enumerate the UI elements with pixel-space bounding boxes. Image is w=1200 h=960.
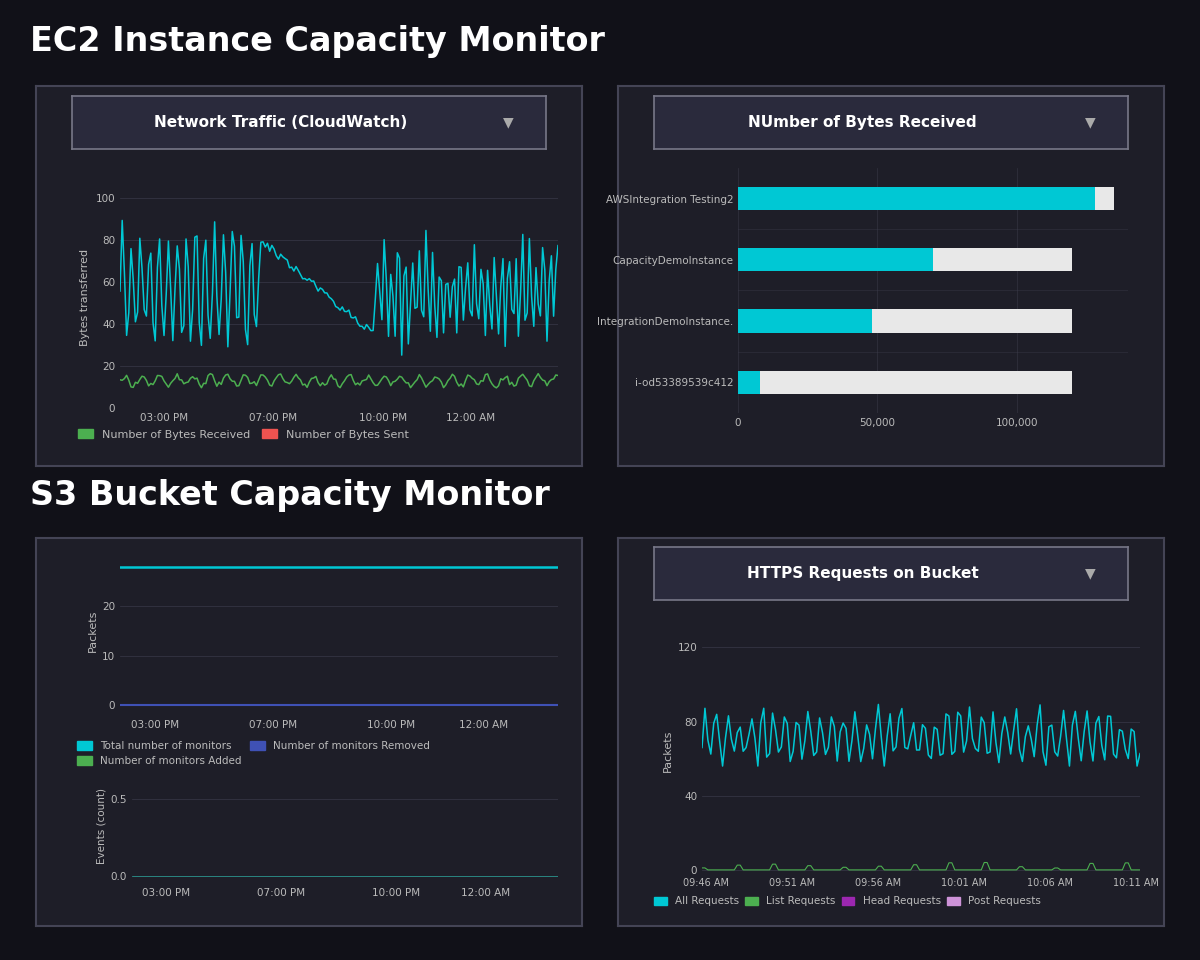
Bar: [1094, 187, 1114, 210]
Text: ▼: ▼: [1085, 115, 1096, 130]
Text: NUmber of Bytes Received: NUmber of Bytes Received: [749, 115, 977, 130]
Bar: [934, 249, 1073, 272]
Bar: [738, 309, 871, 332]
Y-axis label: Bytes transferred: Bytes transferred: [80, 249, 90, 347]
Y-axis label: Packets: Packets: [88, 610, 98, 653]
Text: ▼: ▼: [1085, 566, 1096, 581]
Y-axis label: Events (count): Events (count): [96, 787, 107, 864]
Bar: [738, 371, 761, 394]
Legend: Number of Bytes Received, Number of Bytes Sent: Number of Bytes Received, Number of Byte…: [76, 427, 412, 442]
Legend: Total number of monitors, Number of monitors Added, Number of monitors Removed: Total number of monitors, Number of moni…: [76, 739, 432, 768]
Text: ▼: ▼: [503, 115, 514, 130]
Legend: All Requests, List Requests, Head Requests, Post Requests: All Requests, List Requests, Head Reques…: [652, 895, 1043, 908]
Bar: [738, 187, 1094, 210]
Text: S3 Bucket Capacity Monitor: S3 Bucket Capacity Monitor: [30, 479, 550, 512]
Bar: [738, 249, 934, 272]
Y-axis label: Packets: Packets: [664, 730, 673, 773]
Text: HTTPS Requests on Bucket: HTTPS Requests on Bucket: [746, 566, 978, 581]
Text: Network Traffic (CloudWatch): Network Traffic (CloudWatch): [154, 115, 407, 130]
Bar: [761, 371, 1073, 394]
Text: EC2 Instance Capacity Monitor: EC2 Instance Capacity Monitor: [30, 25, 605, 59]
Bar: [871, 309, 1073, 332]
